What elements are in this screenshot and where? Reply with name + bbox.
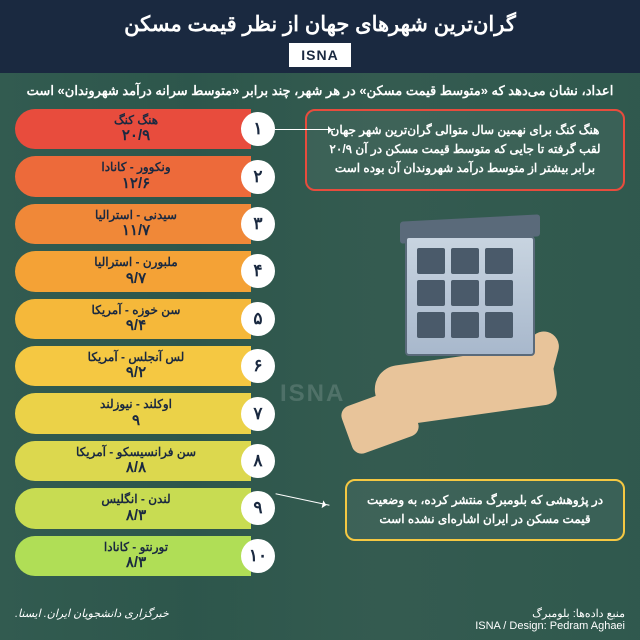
list-item: سن خوزه - آمریکا ۹/۴ ۵ <box>15 299 275 339</box>
list-item: لس آنجلس - آمریکا ۹/۲ ۶ <box>15 346 275 386</box>
city-name: اوکلند - نیوزلند <box>35 397 237 411</box>
rank-badge: ۳ <box>241 207 275 241</box>
city-name: لس آنجلس - آمریکا <box>35 350 237 364</box>
rank-badge: ۱۰ <box>241 539 275 573</box>
ranking-list: هنگ کنگ ۲۰/۹ ۱ ونکوور - کانادا ۱۲/۶ ۲ سی… <box>15 109 275 583</box>
footer: منبع داده‌ها: بلومبرگ ISNA / Design: Ped… <box>0 607 640 632</box>
city-name: لندن - انگلیس <box>35 492 237 506</box>
city-pill: تورنتو - کانادا ۸/۳ <box>15 536 251 576</box>
city-pill: ونکوور - کانادا ۱۲/۶ <box>15 156 251 196</box>
city-name: سن خوزه - آمریکا <box>35 303 237 317</box>
city-name: ونکوور - کانادا <box>35 160 237 174</box>
city-value: ۹/۴ <box>35 317 237 335</box>
city-name: سن فرانسیسکو - آمریکا <box>35 445 237 459</box>
list-item: هنگ کنگ ۲۰/۹ ۱ <box>15 109 275 149</box>
subtitle: اعداد، نشان می‌دهد که «متوسط قیمت مسکن» … <box>0 73 640 109</box>
connector-arrow <box>275 129 335 130</box>
header: گران‌ترین شهرهای جهان از نظر قیمت مسکن I… <box>0 0 640 73</box>
city-value: ۸/۳ <box>35 507 237 525</box>
page-title: گران‌ترین شهرهای جهان از نظر قیمت مسکن <box>10 12 630 37</box>
city-name: ملبورن - استرالیا <box>35 255 237 269</box>
rank-badge: ۹ <box>241 491 275 525</box>
city-value: ۱۲/۶ <box>35 175 237 193</box>
rank-badge: ۴ <box>241 254 275 288</box>
footer-source: منبع داده‌ها: بلومبرگ ISNA / Design: Ped… <box>475 607 625 632</box>
list-item: تورنتو - کانادا ۸/۳ ۱۰ <box>15 536 275 576</box>
right-panel: هنگ کنگ برای نهمین سال متوالی گران‌ترین … <box>305 109 625 456</box>
rank-badge: ۷ <box>241 397 275 431</box>
rank-badge: ۵ <box>241 302 275 336</box>
city-name: هنگ کنگ <box>35 113 237 127</box>
list-item: سیدنی - استرالیا ۱۱/۷ ۳ <box>15 204 275 244</box>
city-value: ۸/۸ <box>35 459 237 477</box>
city-value: ۱۱/۷ <box>35 222 237 240</box>
building-icon <box>405 206 535 356</box>
city-pill: سن فرانسیسکو - آمریکا ۸/۸ <box>15 441 251 481</box>
connector-arrow <box>275 493 329 505</box>
city-value: ۲۰/۹ <box>35 127 237 145</box>
info-box-top: هنگ کنگ برای نهمین سال متوالی گران‌ترین … <box>305 109 625 191</box>
city-value: ۹ <box>35 412 237 430</box>
city-pill: اوکلند - نیوزلند ۹ <box>15 393 251 433</box>
logo: ISNA <box>289 43 350 67</box>
hand-building-illustration <box>325 206 605 456</box>
list-item: سن فرانسیسکو - آمریکا ۸/۸ ۸ <box>15 441 275 481</box>
city-pill: ملبورن - استرالیا ۹/۷ <box>15 251 251 291</box>
list-item: ملبورن - استرالیا ۹/۷ ۴ <box>15 251 275 291</box>
list-item: اوکلند - نیوزلند ۹ ۷ <box>15 393 275 433</box>
rank-badge: ۶ <box>241 349 275 383</box>
city-value: ۹/۷ <box>35 270 237 288</box>
rank-badge: ۲ <box>241 160 275 194</box>
city-name: تورنتو - کانادا <box>35 540 237 554</box>
city-name: سیدنی - استرالیا <box>35 208 237 222</box>
list-item: ونکوور - کانادا ۱۲/۶ ۲ <box>15 156 275 196</box>
city-pill: لس آنجلس - آمریکا ۹/۲ <box>15 346 251 386</box>
city-pill: هنگ کنگ ۲۰/۹ <box>15 109 251 149</box>
city-pill: سن خوزه - آمریکا ۹/۴ <box>15 299 251 339</box>
city-pill: لندن - انگلیس ۸/۳ <box>15 488 251 528</box>
rank-badge: ۱ <box>241 112 275 146</box>
footer-agency: خبرگزاری دانشجویان ایران. ایسنا. <box>15 607 169 632</box>
city-value: ۹/۲ <box>35 364 237 382</box>
city-pill: سیدنی - استرالیا ۱۱/۷ <box>15 204 251 244</box>
info-box-bottom: در پژوهشی که بلومبرگ منتشر کرده، به وضعی… <box>345 479 625 541</box>
rank-badge: ۸ <box>241 444 275 478</box>
list-item: لندن - انگلیس ۸/۳ ۹ <box>15 488 275 528</box>
city-value: ۸/۳ <box>35 554 237 572</box>
